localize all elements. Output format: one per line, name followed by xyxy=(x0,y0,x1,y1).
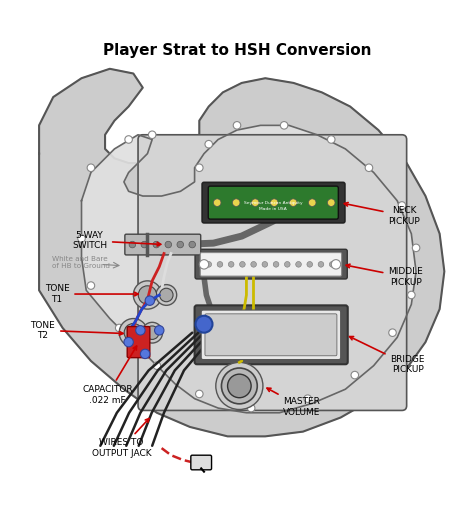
Text: BRIDGE
PICKUP: BRIDGE PICKUP xyxy=(349,336,425,375)
Circle shape xyxy=(145,296,155,305)
Text: MIDDLE
PICKUP: MIDDLE PICKUP xyxy=(346,264,423,287)
Text: Seymour Duncan Antiquity: Seymour Duncan Antiquity xyxy=(244,201,302,205)
Circle shape xyxy=(196,316,212,333)
Circle shape xyxy=(262,261,268,267)
Circle shape xyxy=(217,261,223,267)
Circle shape xyxy=(329,261,335,267)
FancyBboxPatch shape xyxy=(202,182,345,223)
Polygon shape xyxy=(39,69,444,436)
Circle shape xyxy=(199,260,209,269)
Circle shape xyxy=(228,374,251,398)
Circle shape xyxy=(296,261,301,267)
FancyBboxPatch shape xyxy=(205,314,337,356)
Circle shape xyxy=(398,202,406,209)
Circle shape xyxy=(125,136,132,143)
Circle shape xyxy=(196,164,203,171)
Circle shape xyxy=(232,199,240,206)
FancyBboxPatch shape xyxy=(195,249,347,279)
Circle shape xyxy=(87,282,95,289)
Circle shape xyxy=(318,261,324,267)
Circle shape xyxy=(365,164,373,171)
Circle shape xyxy=(189,241,196,248)
Circle shape xyxy=(153,241,160,248)
Polygon shape xyxy=(82,125,416,413)
Circle shape xyxy=(156,285,177,305)
FancyBboxPatch shape xyxy=(191,455,211,470)
Circle shape xyxy=(304,395,311,402)
Text: TONE
T1: TONE T1 xyxy=(45,285,138,304)
FancyBboxPatch shape xyxy=(138,135,407,410)
Text: NECK
PICKUP: NECK PICKUP xyxy=(344,202,420,225)
Circle shape xyxy=(408,291,415,299)
FancyBboxPatch shape xyxy=(201,310,341,359)
Circle shape xyxy=(140,349,150,358)
Circle shape xyxy=(205,140,212,148)
Circle shape xyxy=(273,261,279,267)
Circle shape xyxy=(213,199,221,206)
Circle shape xyxy=(251,199,259,206)
Circle shape xyxy=(148,131,156,138)
Circle shape xyxy=(233,122,241,129)
Text: Made in USA: Made in USA xyxy=(259,207,287,211)
Circle shape xyxy=(251,261,256,267)
Circle shape xyxy=(216,363,263,409)
Circle shape xyxy=(271,199,278,206)
Circle shape xyxy=(141,241,148,248)
Circle shape xyxy=(78,235,85,242)
FancyBboxPatch shape xyxy=(200,253,342,276)
Circle shape xyxy=(160,288,173,302)
Text: TONE
T2: TONE T2 xyxy=(30,321,123,340)
Circle shape xyxy=(221,368,257,404)
Circle shape xyxy=(133,281,162,309)
Circle shape xyxy=(206,261,211,267)
Circle shape xyxy=(331,260,341,269)
Circle shape xyxy=(165,241,172,248)
Circle shape xyxy=(290,199,297,206)
Circle shape xyxy=(136,325,145,335)
Circle shape xyxy=(124,337,133,347)
Text: Player Strat to HSH Conversion: Player Strat to HSH Conversion xyxy=(103,43,371,58)
Circle shape xyxy=(124,323,143,342)
Circle shape xyxy=(116,324,123,332)
Circle shape xyxy=(142,322,163,343)
Circle shape xyxy=(239,261,245,267)
Circle shape xyxy=(87,164,95,171)
Circle shape xyxy=(155,325,164,335)
FancyBboxPatch shape xyxy=(125,234,201,255)
Circle shape xyxy=(351,372,358,379)
Circle shape xyxy=(328,199,335,206)
Circle shape xyxy=(129,241,136,248)
Circle shape xyxy=(309,199,316,206)
Circle shape xyxy=(138,286,156,304)
Circle shape xyxy=(280,122,288,129)
Circle shape xyxy=(146,326,159,340)
Circle shape xyxy=(284,261,290,267)
Text: CAPACITOR
.022 mF: CAPACITOR .022 mF xyxy=(82,346,137,405)
Text: MASTER
VOLUME: MASTER VOLUME xyxy=(267,388,321,417)
FancyBboxPatch shape xyxy=(127,326,150,358)
Circle shape xyxy=(153,362,161,369)
FancyBboxPatch shape xyxy=(208,186,338,219)
Circle shape xyxy=(412,244,420,252)
Circle shape xyxy=(307,261,312,267)
Text: White and Bare
of HB to Ground: White and Bare of HB to Ground xyxy=(52,256,110,269)
Circle shape xyxy=(119,319,147,347)
Circle shape xyxy=(177,241,183,248)
Text: WIRES TO
OUTPUT JACK: WIRES TO OUTPUT JACK xyxy=(92,419,151,458)
Circle shape xyxy=(247,405,255,412)
Circle shape xyxy=(228,261,234,267)
Circle shape xyxy=(196,390,203,398)
Circle shape xyxy=(389,329,396,336)
Text: 5-WAY
SWITCH: 5-WAY SWITCH xyxy=(72,231,161,250)
FancyBboxPatch shape xyxy=(195,305,348,364)
Circle shape xyxy=(328,136,335,143)
